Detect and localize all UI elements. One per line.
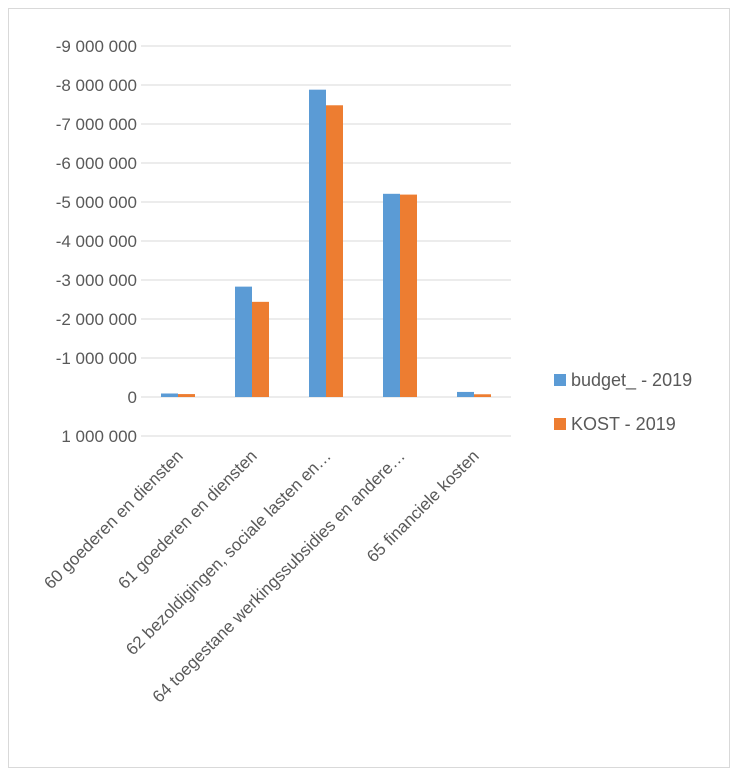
- y-tick-label: 0: [128, 388, 137, 407]
- y-tick-label: -6 000 000: [56, 154, 137, 173]
- legend-swatch: [554, 418, 566, 430]
- legend-label: budget_ - 2019: [571, 370, 692, 391]
- legend-label: KOST - 2019: [571, 414, 676, 434]
- y-tick-label: -4 000 000: [56, 232, 137, 251]
- bar-budget: [457, 391, 474, 397]
- x-tick-label: 60 goederen en diensten: [40, 446, 186, 592]
- bar-kost: [252, 301, 269, 397]
- y-tick-label: -9 000 000: [56, 37, 137, 56]
- bar-budget: [161, 393, 178, 397]
- bar-kost: [178, 394, 195, 397]
- y-axis-tick-labels: -9 000 000 -8 000 000 -7 000 000 -6 000 000…: [56, 37, 137, 446]
- bar-budget: [309, 89, 326, 398]
- y-tick-label: -5 000 000: [56, 193, 137, 212]
- y-tick-label: -7 000 000: [56, 115, 137, 134]
- bar-budget: [235, 286, 252, 397]
- y-tick-label: -2 000 000: [56, 310, 137, 329]
- bar-chart: -9 000 000 -8 000 000 -7 000 000 -6 000 000…: [40, 37, 692, 706]
- y-tick-label: -1 000 000: [56, 349, 137, 368]
- y-tick-label: -3 000 000: [56, 271, 137, 290]
- bar-kost: [326, 105, 343, 397]
- bar-kost: [400, 194, 417, 397]
- chart-frame: -9 000 000 -8 000 000 -7 000 000 -6 000 000…: [8, 8, 730, 768]
- y-tick-label: -8 000 000: [56, 76, 137, 95]
- bars: [161, 89, 491, 398]
- legend-swatch: [554, 374, 566, 386]
- legend: budget_ - 2019 KOST - 2019: [554, 370, 692, 434]
- x-tick-label: 61 goederen en diensten: [114, 446, 260, 592]
- y-tick-label: 1 000 000: [61, 427, 137, 446]
- bar-budget: [383, 193, 400, 397]
- x-tick-label: 64 toegestane werkingssubsidies en ander…: [149, 446, 409, 706]
- bar-kost: [474, 394, 491, 397]
